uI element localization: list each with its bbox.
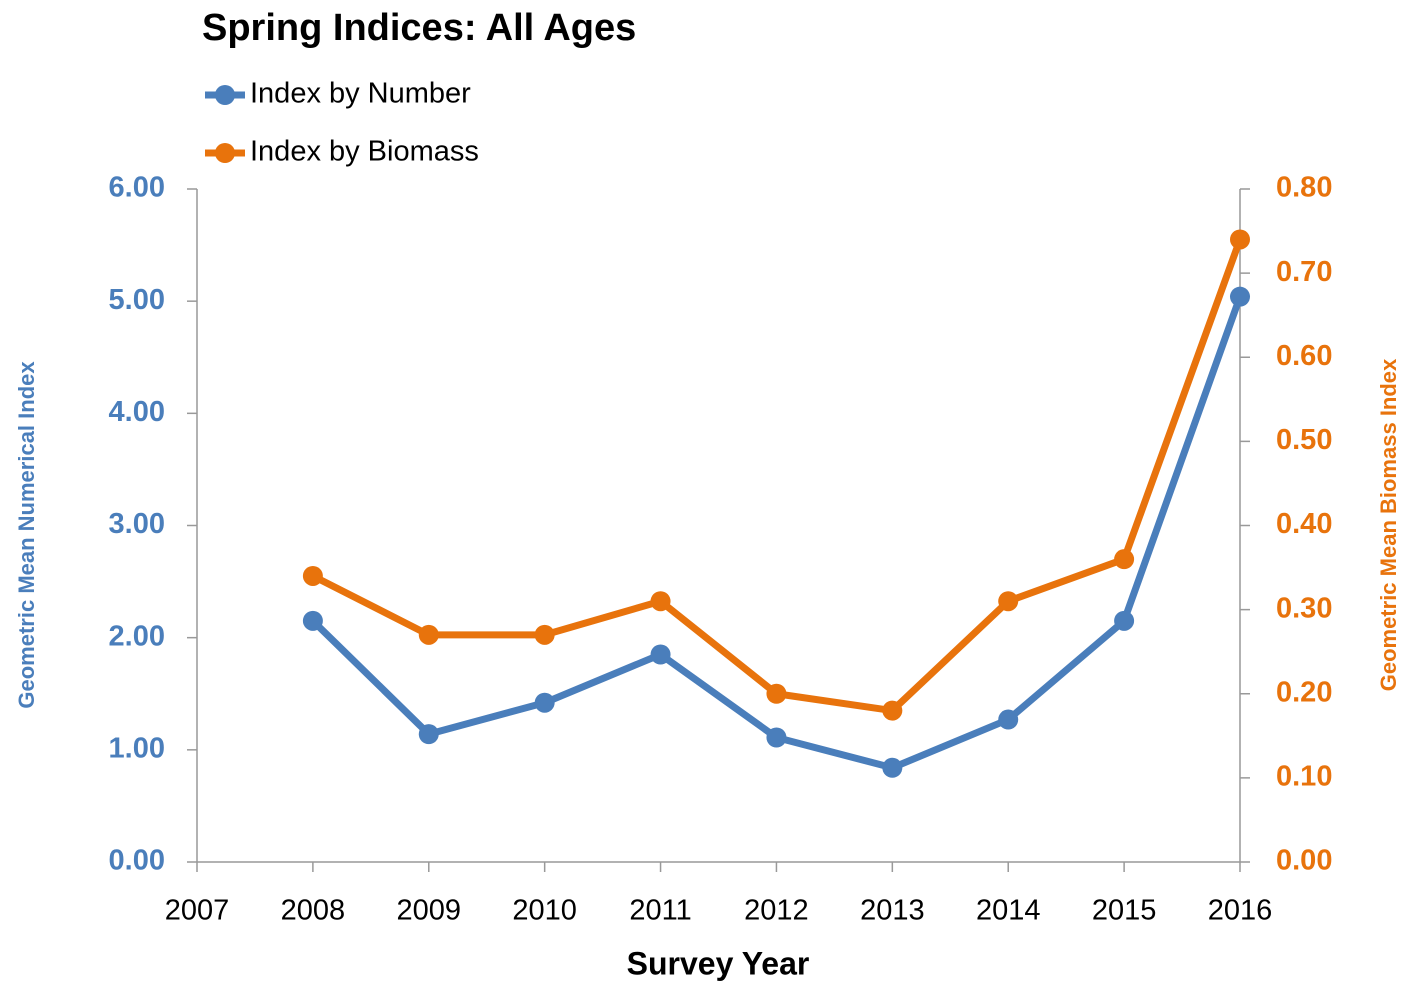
series-point — [882, 757, 903, 778]
y-tick-label: 0.00 — [109, 845, 165, 877]
series-point — [998, 709, 1019, 730]
y-tick-label: 1.00 — [109, 732, 165, 764]
legend-marker — [215, 143, 235, 163]
x-tick-label: 2016 — [1208, 895, 1273, 927]
x-tick-label: 2011 — [629, 895, 691, 927]
series-point — [534, 624, 555, 645]
y-tick-label: 3.00 — [109, 508, 165, 540]
y2-tick-label: 0.50 — [1276, 424, 1332, 456]
series-point — [302, 610, 323, 631]
y-axis-title: Geometric Mean Numerical Index — [14, 361, 39, 709]
series-point — [302, 565, 323, 586]
x-tick-label: 2014 — [976, 895, 1041, 927]
x-tick-label: 2015 — [1092, 895, 1157, 927]
series-point — [1230, 286, 1250, 307]
series-point — [418, 724, 439, 745]
y2-tick-label: 0.20 — [1276, 676, 1332, 708]
y2-tick-label: 0.30 — [1276, 592, 1332, 624]
x-tick-label: 2013 — [860, 895, 925, 927]
series-point — [1230, 229, 1250, 250]
y-tick-label: 6.00 — [109, 172, 165, 204]
legend-label: Index by Biomass — [250, 136, 479, 168]
series-point — [650, 644, 671, 665]
y2-axis-title: Geometric Mean Biomass Index — [1376, 358, 1401, 691]
y2-tick-label: 0.00 — [1276, 845, 1332, 877]
series-point — [1114, 549, 1135, 570]
x-tick-label: 2007 — [165, 895, 230, 927]
series-point — [766, 727, 787, 748]
x-tick-label: 2010 — [512, 895, 577, 927]
y2-tick-label: 0.60 — [1276, 340, 1332, 372]
y-tick-label: 5.00 — [109, 284, 165, 316]
series-point — [882, 700, 903, 721]
y2-tick-label: 0.40 — [1276, 508, 1332, 540]
y2-tick-label: 0.80 — [1276, 172, 1332, 204]
y-tick-label: 2.00 — [109, 620, 165, 652]
legend-marker — [215, 85, 235, 105]
series-point — [1114, 610, 1135, 631]
series-point — [998, 591, 1019, 612]
series-point — [766, 683, 787, 704]
x-tick-label: 2009 — [397, 895, 462, 927]
series-point — [418, 624, 439, 645]
series-point — [650, 591, 671, 612]
x-tick-label: 2008 — [281, 895, 346, 927]
chart-title: Spring Indices: All Ages — [202, 7, 636, 49]
y-tick-label: 4.00 — [109, 396, 165, 428]
legend-label: Index by Number — [250, 78, 471, 110]
y2-tick-label: 0.10 — [1276, 761, 1332, 793]
y2-tick-label: 0.70 — [1276, 256, 1332, 288]
x-axis-title: Survey Year — [627, 945, 810, 981]
x-tick-label: 2012 — [744, 895, 809, 927]
series-point — [534, 692, 555, 713]
